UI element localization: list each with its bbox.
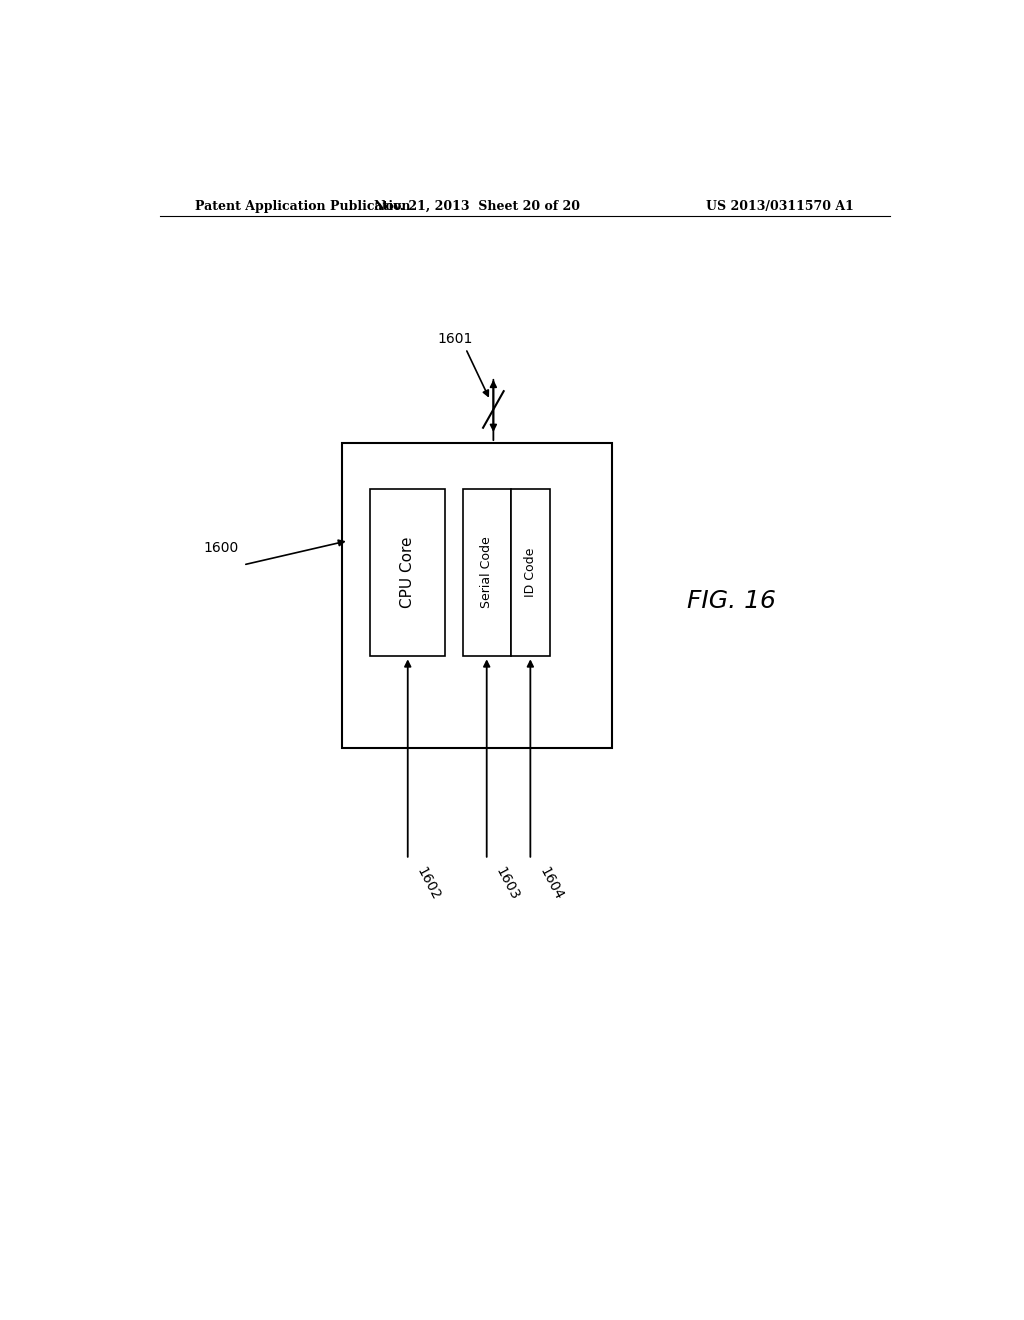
Text: CPU Core: CPU Core bbox=[400, 537, 416, 609]
Bar bbox=[511, 488, 550, 656]
Text: Patent Application Publication: Patent Application Publication bbox=[196, 199, 411, 213]
Text: 1601: 1601 bbox=[438, 333, 473, 346]
Bar bbox=[370, 488, 445, 656]
Bar bbox=[342, 444, 612, 748]
Bar bbox=[463, 488, 511, 656]
Text: ID Code: ID Code bbox=[524, 548, 537, 597]
Text: US 2013/0311570 A1: US 2013/0311570 A1 bbox=[707, 199, 854, 213]
Text: FIG. 16: FIG. 16 bbox=[687, 589, 775, 612]
Text: Nov. 21, 2013  Sheet 20 of 20: Nov. 21, 2013 Sheet 20 of 20 bbox=[374, 199, 581, 213]
Text: 1603: 1603 bbox=[494, 865, 522, 903]
Text: 1602: 1602 bbox=[414, 865, 443, 903]
Text: 1600: 1600 bbox=[204, 541, 239, 554]
Text: Serial Code: Serial Code bbox=[480, 537, 494, 609]
Text: 1604: 1604 bbox=[537, 865, 565, 903]
